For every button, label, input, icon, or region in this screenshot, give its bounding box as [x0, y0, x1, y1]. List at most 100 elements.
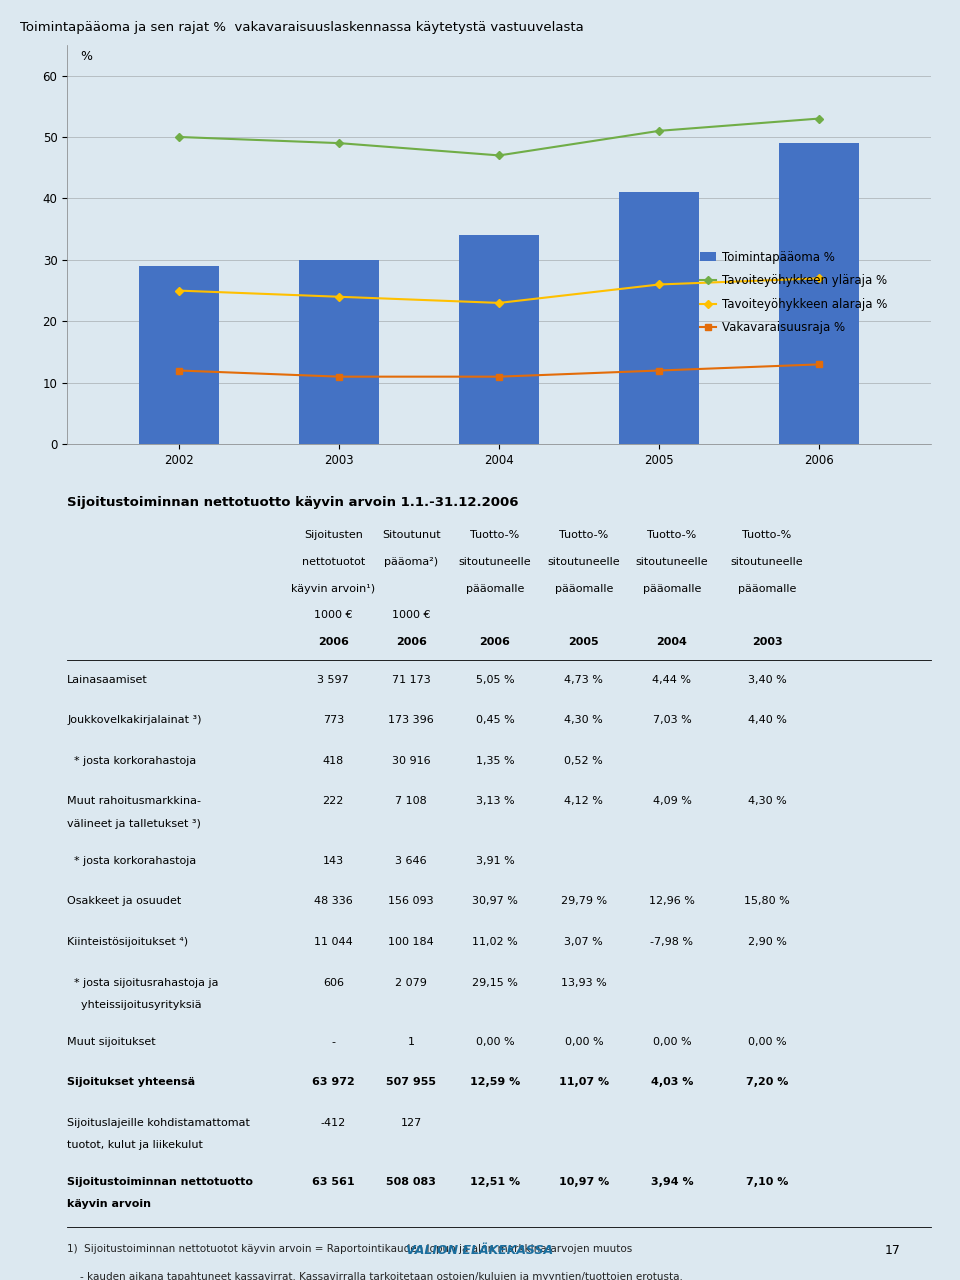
Bar	[300, 260, 379, 444]
Text: * josta korkorahastoja: * josta korkorahastoja	[67, 755, 197, 765]
Text: * josta sijoitusrahastoja ja: * josta sijoitusrahastoja ja	[67, 978, 219, 988]
Text: -7,98 %: -7,98 %	[651, 937, 693, 947]
Text: 1: 1	[408, 1037, 415, 1047]
Text: nettotuotot: nettotuotot	[301, 557, 365, 567]
Text: VALION ELÄKEKASSA: VALION ELÄKEKASSA	[406, 1244, 554, 1257]
Text: 4,12 %: 4,12 %	[564, 796, 603, 806]
Text: 3 646: 3 646	[396, 855, 427, 865]
Text: Lainasaamiset: Lainasaamiset	[67, 675, 148, 685]
Text: 30,97 %: 30,97 %	[472, 896, 517, 906]
Text: 2003: 2003	[752, 637, 782, 646]
Text: 10,97 %: 10,97 %	[559, 1178, 609, 1187]
Text: 4,44 %: 4,44 %	[653, 675, 691, 685]
Text: 71 173: 71 173	[392, 675, 430, 685]
Text: Muut sijoitukset: Muut sijoitukset	[67, 1037, 156, 1047]
Text: 507 955: 507 955	[386, 1078, 436, 1087]
Text: 4,03 %: 4,03 %	[651, 1078, 693, 1087]
Text: 48 336: 48 336	[314, 896, 352, 906]
Bar	[139, 266, 219, 444]
Text: 7 108: 7 108	[396, 796, 427, 806]
Text: -412: -412	[321, 1117, 346, 1128]
Text: Kiinteistösijoitukset ⁴): Kiinteistösijoitukset ⁴)	[67, 937, 188, 947]
Text: Sijoitustoiminnan nettotuotto käyvin arvoin 1.1.-31.12.2006: Sijoitustoiminnan nettotuotto käyvin arv…	[67, 495, 518, 508]
Text: Tuotto-%: Tuotto-%	[742, 530, 792, 540]
Text: pääomalle: pääomalle	[466, 584, 524, 594]
Text: sitoutuneelle: sitoutuneelle	[459, 557, 531, 567]
Text: Tuotto-%: Tuotto-%	[470, 530, 519, 540]
Text: 156 093: 156 093	[388, 896, 434, 906]
Text: 773: 773	[323, 716, 344, 726]
Text: 13,93 %: 13,93 %	[561, 978, 607, 988]
Text: 3,40 %: 3,40 %	[748, 675, 786, 685]
Text: Sijoitukset yhteensä: Sijoitukset yhteensä	[67, 1078, 195, 1087]
Text: 4,30 %: 4,30 %	[564, 716, 603, 726]
Text: Toimintapääoma ja sen rajat %  vakavaraisuuslaskennassa käytetystä vastuuvelasta: Toimintapääoma ja sen rajat % vakavarais…	[20, 20, 584, 33]
Text: Osakkeet ja osuudet: Osakkeet ja osuudet	[67, 896, 181, 906]
Text: 4,40 %: 4,40 %	[748, 716, 786, 726]
Text: tuotot, kulut ja liikekulut: tuotot, kulut ja liikekulut	[67, 1140, 204, 1151]
Text: 0,00 %: 0,00 %	[653, 1037, 691, 1047]
Text: 1,35 %: 1,35 %	[475, 755, 515, 765]
Text: pääomalle: pääomalle	[555, 584, 613, 594]
Text: Tuotto-%: Tuotto-%	[647, 530, 697, 540]
Text: 1000 €: 1000 €	[314, 611, 352, 621]
Text: 11,07 %: 11,07 %	[559, 1078, 609, 1087]
Text: 2,90 %: 2,90 %	[748, 937, 786, 947]
Text: 2006: 2006	[479, 637, 511, 646]
Text: 63 972: 63 972	[312, 1078, 354, 1087]
Bar	[459, 236, 540, 444]
Text: sitoutuneelle: sitoutuneelle	[731, 557, 804, 567]
Text: 0,52 %: 0,52 %	[564, 755, 603, 765]
Text: yhteissijoitusyrityksiä: yhteissijoitusyrityksiä	[67, 1000, 202, 1010]
Text: -: -	[331, 1037, 335, 1047]
Text: pääomalle: pääomalle	[643, 584, 701, 594]
Text: 0,00 %: 0,00 %	[748, 1037, 786, 1047]
Text: 1)  Sijoitustoiminnan nettotuotot käyvin arvoin = Raportointikauden lopun ja alu: 1) Sijoitustoiminnan nettotuotot käyvin …	[67, 1244, 633, 1253]
Text: 12,59 %: 12,59 %	[469, 1078, 520, 1087]
Text: 7,20 %: 7,20 %	[746, 1078, 788, 1087]
Text: 2004: 2004	[657, 637, 687, 646]
Text: 4,73 %: 4,73 %	[564, 675, 603, 685]
Text: Sijoitustoiminnan nettotuotto: Sijoitustoiminnan nettotuotto	[67, 1178, 253, 1187]
Text: käyvin arvoin: käyvin arvoin	[67, 1199, 151, 1210]
Text: pääomalle: pääomalle	[738, 584, 796, 594]
Text: 2006: 2006	[318, 637, 348, 646]
Text: 100 184: 100 184	[388, 937, 434, 947]
Text: 7,10 %: 7,10 %	[746, 1178, 788, 1187]
Text: 3,07 %: 3,07 %	[564, 937, 603, 947]
Text: 11,02 %: 11,02 %	[472, 937, 517, 947]
Text: Sijoituslajeille kohdistamattomat: Sijoituslajeille kohdistamattomat	[67, 1117, 250, 1128]
Text: välineet ja talletukset ³): välineet ja talletukset ³)	[67, 819, 201, 828]
Text: 4,09 %: 4,09 %	[653, 796, 691, 806]
Text: 2006: 2006	[396, 637, 426, 646]
Bar	[780, 143, 859, 444]
Text: 63 561: 63 561	[312, 1178, 354, 1187]
Text: sitoutuneelle: sitoutuneelle	[547, 557, 620, 567]
Text: 0,45 %: 0,45 %	[475, 716, 515, 726]
Text: 15,80 %: 15,80 %	[744, 896, 790, 906]
Text: Joukkovelkakirjalainat ³): Joukkovelkakirjalainat ³)	[67, 716, 202, 726]
Text: 2 079: 2 079	[396, 978, 427, 988]
Text: 606: 606	[323, 978, 344, 988]
Text: 3,94 %: 3,94 %	[651, 1178, 693, 1187]
Text: 418: 418	[323, 755, 344, 765]
Text: 508 083: 508 083	[386, 1178, 436, 1187]
Text: %: %	[80, 50, 92, 63]
Text: 30 916: 30 916	[392, 755, 430, 765]
Text: * josta korkorahastoja: * josta korkorahastoja	[67, 855, 197, 865]
Text: 29,15 %: 29,15 %	[472, 978, 517, 988]
Text: 29,79 %: 29,79 %	[561, 896, 607, 906]
Text: Muut rahoitusmarkkina-: Muut rahoitusmarkkina-	[67, 796, 202, 806]
Text: 2005: 2005	[568, 637, 599, 646]
Text: 12,96 %: 12,96 %	[649, 896, 695, 906]
Text: 7,03 %: 7,03 %	[653, 716, 691, 726]
Text: käyvin arvoin¹): käyvin arvoin¹)	[291, 584, 375, 594]
Text: 0,00 %: 0,00 %	[475, 1037, 515, 1047]
Text: 17: 17	[885, 1244, 900, 1257]
Text: sitoutuneelle: sitoutuneelle	[636, 557, 708, 567]
Text: 4,30 %: 4,30 %	[748, 796, 786, 806]
Text: pääoma²): pääoma²)	[384, 557, 438, 567]
Text: Sitoutunut: Sitoutunut	[382, 530, 441, 540]
Text: 1000 €: 1000 €	[392, 611, 430, 621]
Text: 11 044: 11 044	[314, 937, 352, 947]
